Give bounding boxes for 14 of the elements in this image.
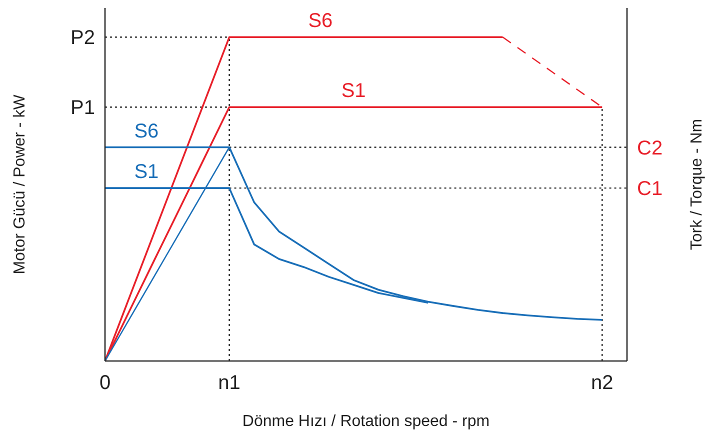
x-tick-label: n2 [591,372,614,394]
x-tick-label: n1 [218,372,240,394]
ref-line-label: C2 [637,137,663,160]
series-label: S6 [134,120,159,142]
x-tick-label: 0 [99,372,111,394]
ref-line-label: P2 [70,27,95,50]
series-label: S6 [308,10,333,32]
ref-line-label: P1 [70,97,95,120]
ref-line-label: C1 [637,178,663,200]
y-axis-title: Motor Gücü / Power - kW [12,94,29,274]
series-label: S1 [341,80,366,102]
x-axis-title: Dönme Hızı / Rotation speed - rpm [242,413,490,430]
y2-axis-title: Tork / Torque - Nm [688,118,706,250]
series-label: S1 [134,161,159,184]
